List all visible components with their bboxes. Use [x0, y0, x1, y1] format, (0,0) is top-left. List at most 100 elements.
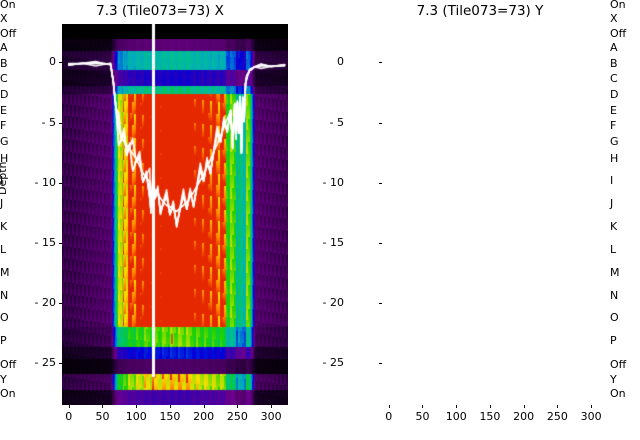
y-tickmark-left-4 [59, 302, 62, 304]
x-tick-left-6: 300 [260, 410, 282, 423]
x-tickmark-left-2 [136, 405, 138, 408]
y-tick-left-2: - 10 [34, 175, 56, 189]
x-tick-left-2: 100 [125, 410, 147, 423]
category-label-right-20: X [610, 12, 618, 26]
x-tick-right-0: 0 [385, 410, 393, 423]
panel-x-title: 7.3 (Tile073=73) X [96, 3, 224, 19]
y-tickmark-left-0 [59, 62, 62, 64]
category-label-left-0: On [0, 387, 16, 401]
panel-x-plot [62, 24, 288, 405]
y-tickmark-right-0 [379, 62, 382, 64]
category-label-right-14: E [610, 103, 617, 117]
y-tick-right-2: - 10 [322, 175, 344, 189]
category-label-right-7: L [610, 242, 617, 256]
category-label-left-7: L [0, 242, 7, 256]
category-label-right-1: Y [610, 372, 617, 386]
overlay-trace-x [62, 24, 288, 405]
y-axis-label: Depth [0, 161, 9, 195]
y-tick-left-4: - 20 [34, 295, 56, 309]
category-label-left-14: E [0, 103, 7, 117]
category-label-right-0: On [610, 387, 626, 401]
category-label-left-6: M [0, 265, 10, 279]
y-tick-left-0: 0 [49, 55, 56, 69]
category-label-right-15: D [610, 87, 619, 101]
x-tickmark-right-5 [557, 405, 559, 408]
category-label-left-8: K [0, 220, 8, 234]
category-label-left-20: X [0, 12, 8, 26]
category-label-right-4: O [610, 311, 619, 325]
category-label-right-12: G [610, 134, 619, 148]
y-tick-right-3: - 15 [322, 235, 344, 249]
category-label-left-4: O [0, 311, 9, 325]
x-tick-right-2: 100 [445, 410, 467, 423]
category-label-left-2: Off [0, 358, 17, 372]
y-tick-left-1: - 5 [41, 115, 56, 129]
category-label-left-10: I [0, 174, 4, 188]
panel-x: 7.3 (Tile073=73) X [62, 3, 288, 405]
y-tickmark-left-1 [59, 122, 62, 124]
x-tick-right-6: 300 [580, 410, 602, 423]
y-tick-right-1: - 5 [329, 115, 344, 129]
category-label-right-16: C [610, 72, 618, 86]
category-label-left-9: J [0, 197, 4, 211]
y-tickmark-right-2 [379, 182, 382, 184]
x-tickmark-right-1 [422, 405, 424, 408]
x-tick-right-5: 250 [546, 410, 568, 423]
category-label-right-3: P [610, 334, 617, 348]
panel-y-title: 7.3 (Tile073=73) Y [416, 3, 544, 19]
x-tickmark-right-6 [591, 405, 593, 408]
x-tick-right-4: 200 [513, 410, 535, 423]
y-tick-right-5: - 25 [322, 355, 344, 369]
category-label-left-5: N [0, 288, 9, 302]
category-label-right-2: Off [610, 358, 627, 372]
category-label-left-15: D [0, 87, 9, 101]
category-label-right-13: F [610, 119, 617, 133]
x-tickmark-right-0 [388, 405, 390, 408]
x-tickmark-left-1 [102, 405, 104, 408]
y-tickmark-right-3 [379, 242, 382, 244]
x-tick-left-5: 250 [226, 410, 248, 423]
category-label-right-9: J [610, 197, 614, 211]
category-label-left-21: On [0, 0, 16, 11]
x-tick-right-1: 50 [415, 410, 430, 423]
category-label-left-19: Off [0, 26, 17, 40]
x-tick-left-4: 200 [193, 410, 215, 423]
category-label-right-10: I [610, 174, 614, 188]
x-tickmark-right-2 [456, 405, 458, 408]
y-tickmark-right-1 [379, 122, 382, 124]
x-tickmark-left-3 [169, 405, 171, 408]
category-label-left-13: F [0, 119, 7, 133]
category-label-left-18: A [0, 41, 8, 55]
y-tick-right-4: - 20 [322, 295, 344, 309]
y-tick-left-3: - 15 [34, 235, 56, 249]
category-label-left-16: C [0, 72, 8, 86]
y-tick-right-0: 0 [337, 55, 344, 69]
category-label-left-1: Y [0, 372, 7, 386]
category-label-right-6: M [610, 265, 620, 279]
x-tick-right-3: 150 [479, 410, 501, 423]
category-label-left-12: G [0, 134, 9, 148]
x-tickmark-left-5 [237, 405, 239, 408]
y-tickmark-left-5 [59, 362, 62, 364]
y-tickmark-right-4 [379, 302, 382, 304]
category-label-right-21: On [610, 0, 626, 11]
x-tick-left-1: 50 [95, 410, 110, 423]
x-tickmark-left-4 [203, 405, 205, 408]
category-label-right-18: A [610, 41, 618, 55]
category-label-right-8: K [610, 220, 618, 234]
category-label-left-11: H [0, 151, 9, 165]
x-tickmark-right-4 [523, 405, 525, 408]
y-tickmark-right-5 [379, 362, 382, 364]
x-tick-left-0: 0 [65, 410, 73, 423]
panel-y: 7.3 (Tile073=73) Y [320, 0, 640, 440]
category-label-right-17: B [610, 56, 618, 70]
y-tick-left-5: - 25 [34, 355, 56, 369]
category-label-right-11: H [610, 151, 619, 165]
x-tickmark-right-3 [489, 405, 491, 408]
category-label-right-5: N [610, 288, 619, 302]
category-label-left-17: B [0, 56, 8, 70]
y-tickmark-left-2 [59, 182, 62, 184]
x-tick-left-3: 150 [159, 410, 181, 423]
category-label-right-19: Off [610, 26, 627, 40]
